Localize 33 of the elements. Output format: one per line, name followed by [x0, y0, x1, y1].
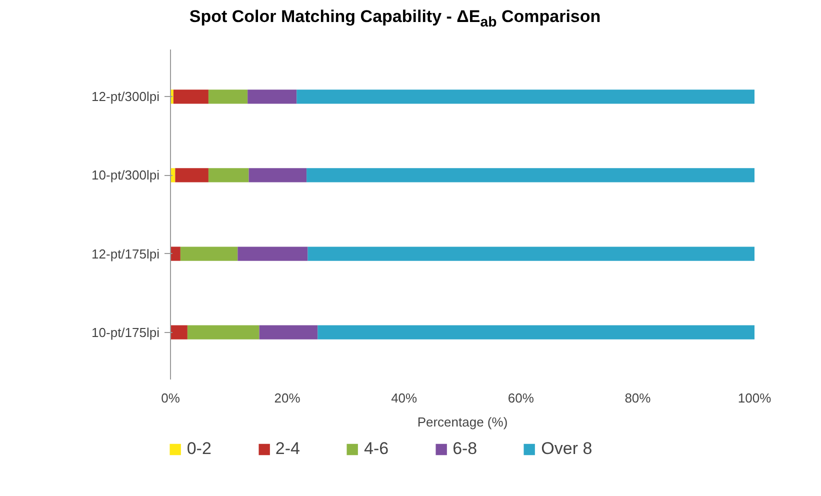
legend-label: 0-2: [186, 439, 212, 459]
bar: [296, 90, 754, 104]
bar: [259, 325, 318, 340]
y-tick-label: 10-pt/175lpi: [92, 324, 160, 340]
bar: [308, 246, 754, 261]
bar: [170, 246, 180, 261]
x-tick-label: 40%: [391, 390, 418, 406]
bar: [175, 168, 208, 182]
bar: [238, 246, 308, 261]
x-tick-label: 0%: [161, 390, 180, 406]
x-tick-label: 20%: [274, 390, 301, 406]
y-tick-label: 12-pt/300lpi: [92, 89, 160, 104]
x-tick-label: 100%: [738, 390, 772, 406]
y-tick-label: 10-pt/300lpi: [92, 168, 160, 183]
bar: [318, 325, 754, 340]
bar: [173, 90, 208, 104]
legend-label: Over 8: [541, 439, 592, 459]
bar: [248, 168, 307, 182]
bar: [187, 325, 260, 340]
legend-label: 6-8: [452, 439, 478, 459]
bar: [208, 90, 248, 104]
bar: [248, 90, 297, 104]
bar: [208, 168, 249, 182]
y-tick-label: 12-pt/175lpi: [92, 246, 160, 262]
x-axis-title: Percentage (%): [417, 414, 508, 430]
chart-title: Spot Color Matching Capability - ΔE$_{ab}$ Comparison: [188, 6, 602, 32]
bar: [180, 246, 238, 261]
bar: [306, 168, 754, 182]
legend-label: 4-6: [364, 439, 389, 459]
bar: [170, 325, 188, 340]
x-tick-label: 80%: [624, 390, 652, 406]
x-tick-label: 60%: [508, 390, 534, 406]
legend-label: 2-4: [275, 439, 300, 459]
